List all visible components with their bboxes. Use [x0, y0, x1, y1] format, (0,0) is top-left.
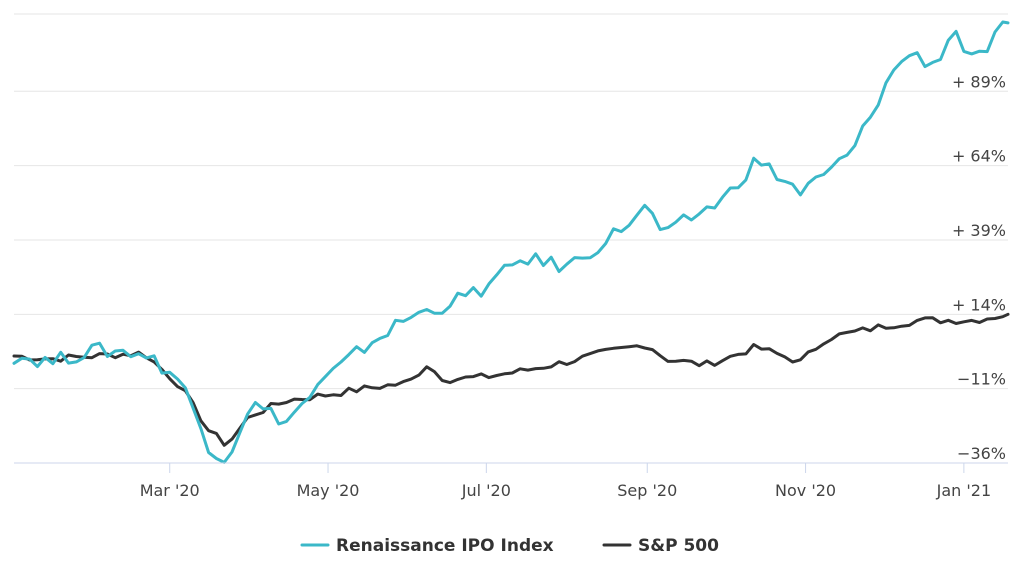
series-layer: [12, 20, 1010, 464]
legend-item[interactable]: S&P 500: [602, 536, 719, 556]
legend-label: Renaissance IPO Index: [336, 536, 554, 556]
y-tick-label: + 89%: [952, 72, 1006, 91]
legend[interactable]: Renaissance IPO Index S&P 500: [300, 536, 719, 556]
y-axis-ticks: −36% −11% + 14% + 39% + 64% + 89%: [952, 72, 1006, 463]
y-tick-label: −36%: [957, 444, 1006, 463]
x-tick-label: Sep '20: [617, 481, 677, 500]
x-tick-label: Nov '20: [775, 481, 836, 500]
legend-item[interactable]: Renaissance IPO Index: [300, 536, 554, 556]
legend-label: S&P 500: [638, 536, 719, 556]
x-axis-ticks: Mar '20 May '20 Jul '20 Sep '20 Nov '20 Jan '…: [140, 463, 991, 500]
y-tick-label: + 14%: [952, 295, 1006, 314]
series-line[interactable]: [12, 312, 1010, 447]
y-tick-label: + 39%: [952, 221, 1006, 240]
grid-layer: [14, 13, 1008, 464]
x-tick-label: Jan '21: [936, 481, 992, 500]
y-tick-label: + 64%: [952, 147, 1006, 166]
x-tick-label: May '20: [297, 481, 360, 500]
y-tick-label: −11%: [957, 370, 1006, 389]
x-tick-label: Mar '20: [140, 481, 200, 500]
series-line[interactable]: [12, 20, 1010, 464]
x-tick-label: Jul '20: [461, 481, 511, 500]
